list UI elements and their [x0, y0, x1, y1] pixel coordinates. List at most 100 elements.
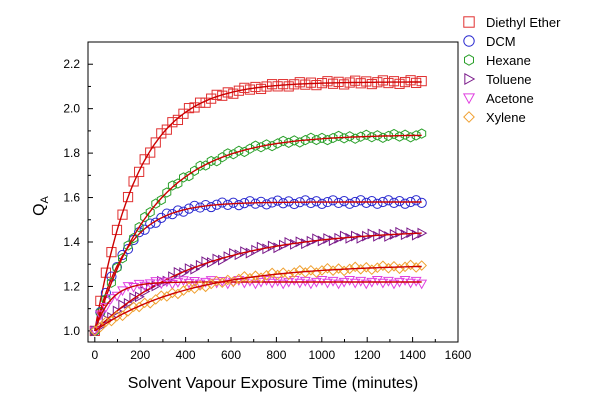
data-point	[266, 278, 278, 289]
data-point	[328, 132, 338, 144]
fit-line	[94, 265, 422, 332]
data-point	[245, 143, 255, 154]
data-point	[277, 279, 289, 290]
data-point	[345, 131, 355, 142]
data-point	[355, 78, 366, 89]
data-point	[322, 76, 333, 87]
data-point	[139, 154, 150, 165]
x-tick-label: 600	[221, 348, 241, 362]
data-point	[334, 130, 344, 142]
data-point	[316, 265, 328, 276]
data-point	[89, 326, 101, 337]
data-point	[117, 286, 128, 297]
data-point	[168, 271, 179, 283]
series	[90, 226, 428, 337]
x-tick-label: 1200	[354, 348, 381, 362]
data-point	[377, 260, 389, 272]
data-point	[372, 130, 382, 141]
data-point	[400, 129, 410, 140]
x-tick-label: 800	[266, 348, 286, 362]
data-point	[406, 227, 417, 239]
data-point	[394, 196, 405, 207]
x-axis-title: Solvent Vapour Exposure Time (minutes)	[128, 375, 419, 392]
data-point	[118, 299, 129, 311]
x-tick-label: 1600	[445, 348, 472, 362]
data-point	[339, 79, 350, 90]
data-point	[111, 261, 123, 273]
data-point	[145, 218, 156, 229]
data-point	[339, 196, 350, 207]
data-point	[300, 195, 311, 206]
data-point	[323, 134, 332, 146]
data-point	[383, 77, 394, 89]
data-point	[305, 197, 316, 209]
data-point	[233, 273, 245, 285]
data-point	[140, 211, 150, 223]
data-point	[250, 198, 261, 209]
data-point	[233, 200, 244, 211]
data-point	[166, 279, 178, 290]
data-point	[405, 75, 416, 86]
data-point	[206, 93, 217, 104]
data-point	[333, 197, 344, 209]
legend-marker	[463, 16, 475, 28]
data-point	[150, 137, 161, 148]
data-point	[367, 132, 377, 143]
x-tick-label: 200	[130, 348, 150, 362]
data-point	[273, 138, 283, 149]
data-point	[361, 76, 372, 87]
data-point	[184, 170, 194, 182]
fit-line	[94, 201, 422, 332]
data-point	[189, 200, 200, 211]
data-point	[134, 166, 145, 177]
data-point	[389, 128, 399, 140]
y-tick-label: 1.8	[63, 146, 80, 160]
data-point	[311, 80, 322, 91]
data-point	[416, 260, 427, 271]
data-point	[100, 303, 112, 313]
data-point	[283, 196, 294, 207]
series	[89, 259, 427, 337]
data-point	[399, 198, 411, 209]
plot-frame	[87, 41, 459, 343]
data-point	[123, 298, 134, 309]
series	[89, 195, 427, 336]
data-point	[228, 197, 239, 208]
data-point	[277, 267, 289, 278]
data-point	[355, 195, 366, 206]
legend-marker	[464, 72, 476, 86]
data-point	[223, 148, 233, 159]
fit-line	[94, 81, 422, 332]
data-point	[255, 83, 267, 95]
data-point	[305, 279, 317, 290]
data-point	[217, 197, 228, 208]
data-point	[272, 195, 283, 206]
data-point	[255, 196, 267, 207]
data-point	[360, 279, 372, 290]
data-point	[366, 196, 377, 207]
data-point	[294, 278, 306, 289]
data-point	[266, 267, 278, 279]
data-point	[167, 117, 178, 128]
data-point	[344, 198, 355, 209]
legend-label: Hexane	[486, 53, 531, 68]
legend: Diethyl Ether DCM Hexane Toluene Acetone Xyle…	[462, 15, 561, 125]
data-point	[106, 277, 116, 288]
data-point	[212, 253, 223, 265]
data-point	[167, 209, 178, 220]
data-point	[183, 103, 195, 114]
data-point	[183, 278, 195, 289]
data-point	[395, 131, 404, 142]
x-axis: 0 200 400 600 800 1000 1200 1400 1600	[91, 337, 472, 362]
data-point	[294, 77, 305, 88]
y-tick-label: 2.0	[63, 102, 80, 116]
data-point	[372, 198, 383, 209]
data-point	[206, 201, 217, 213]
data-point	[416, 76, 427, 87]
data-point	[411, 130, 421, 141]
data-point	[300, 134, 310, 146]
legend-label: Diethyl Ether	[486, 15, 561, 30]
data-point	[411, 195, 422, 206]
data-point	[194, 279, 206, 290]
